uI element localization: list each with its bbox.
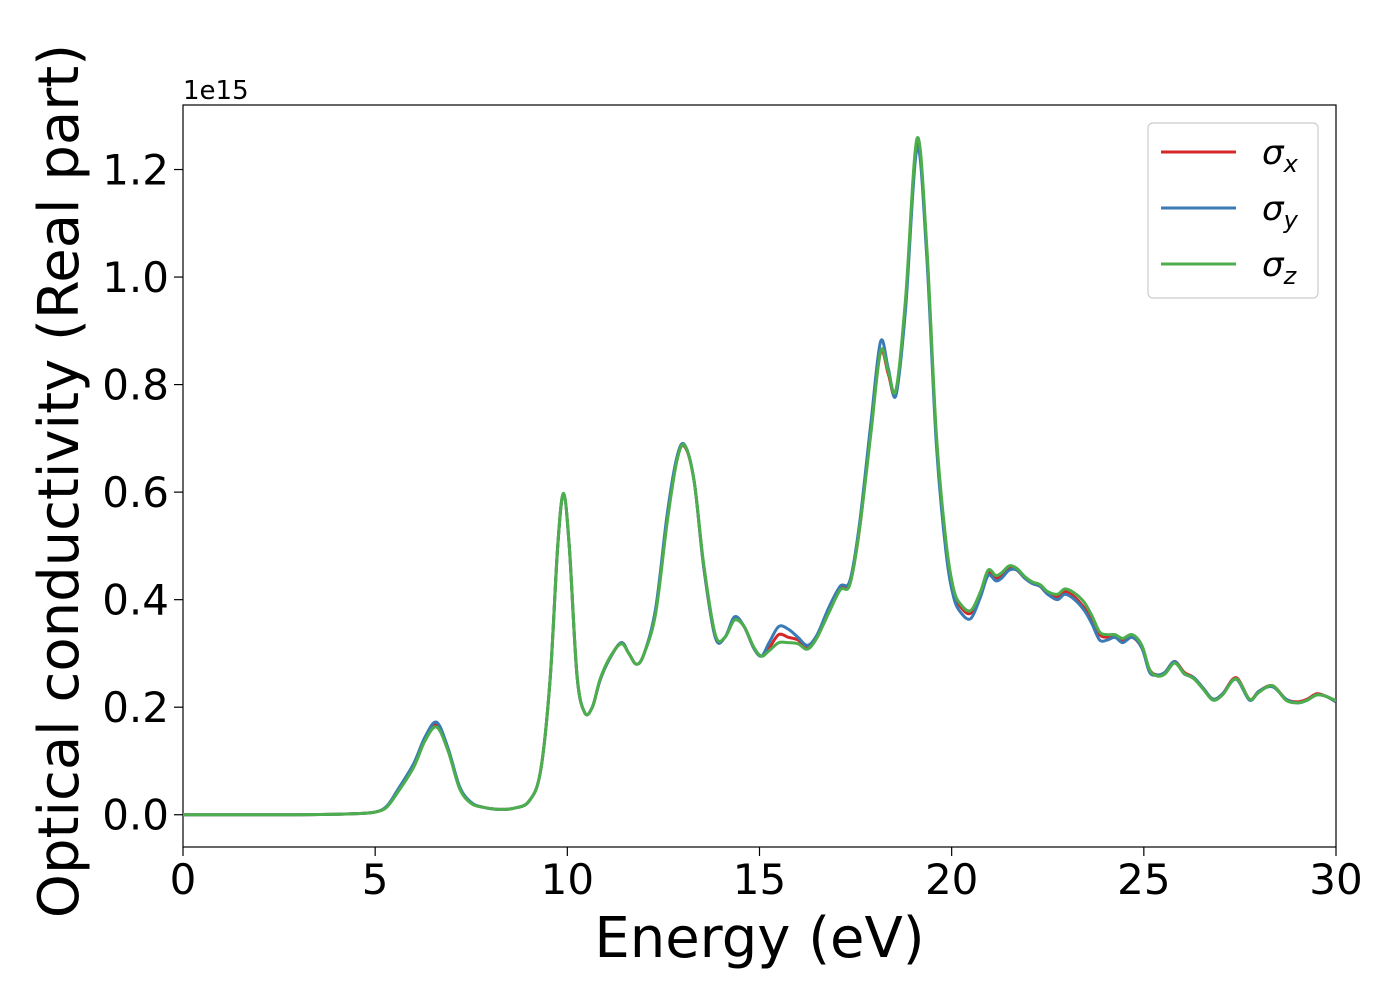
y-tick-label: 1.2 [102, 146, 169, 195]
legend-symbol: σ [1262, 245, 1285, 285]
x-axis: 0 5 10 15 20 25 30 [170, 847, 1363, 904]
y-axis-label: Optical conductivity (Real part) [27, 44, 92, 918]
legend-subscript: y [1283, 206, 1299, 234]
legend-label-sigma-y: σy [1262, 189, 1299, 234]
x-axis-label: Energy (eV) [594, 906, 924, 971]
legend-box [1147, 122, 1319, 299]
y-tick-label: 0.8 [102, 361, 169, 410]
legend-symbol: σ [1262, 189, 1285, 229]
x-tick-label: 20 [925, 855, 978, 904]
legend-label-sigma-z: σz [1262, 245, 1298, 290]
y-axis: 0.0 0.2 0.4 0.6 0.8 1.0 1.2 [102, 146, 183, 840]
x-tick-label: 10 [541, 855, 594, 904]
x-tick-label: 5 [362, 855, 389, 904]
legend-label-sigma-x: σx [1262, 133, 1299, 178]
legend-symbol: σ [1262, 133, 1285, 173]
x-tick-label: 25 [1117, 855, 1170, 904]
legend-subscript: x [1283, 150, 1299, 178]
y-offset-label: 1e15 [183, 76, 249, 106]
y-tick-label: 1.0 [102, 253, 169, 302]
series-group [183, 136, 1336, 817]
x-tick-label: 0 [170, 855, 197, 904]
x-tick-label: 30 [1309, 855, 1362, 904]
y-tick-label: 0.4 [102, 576, 169, 625]
series-line-sigma-z [183, 136, 1336, 817]
y-tick-label: 0.0 [102, 791, 169, 840]
x-tick-label: 15 [733, 855, 786, 904]
y-tick-label: 0.6 [102, 468, 169, 517]
y-tick-label: 0.2 [102, 683, 169, 732]
legend-subscript: z [1283, 262, 1298, 290]
